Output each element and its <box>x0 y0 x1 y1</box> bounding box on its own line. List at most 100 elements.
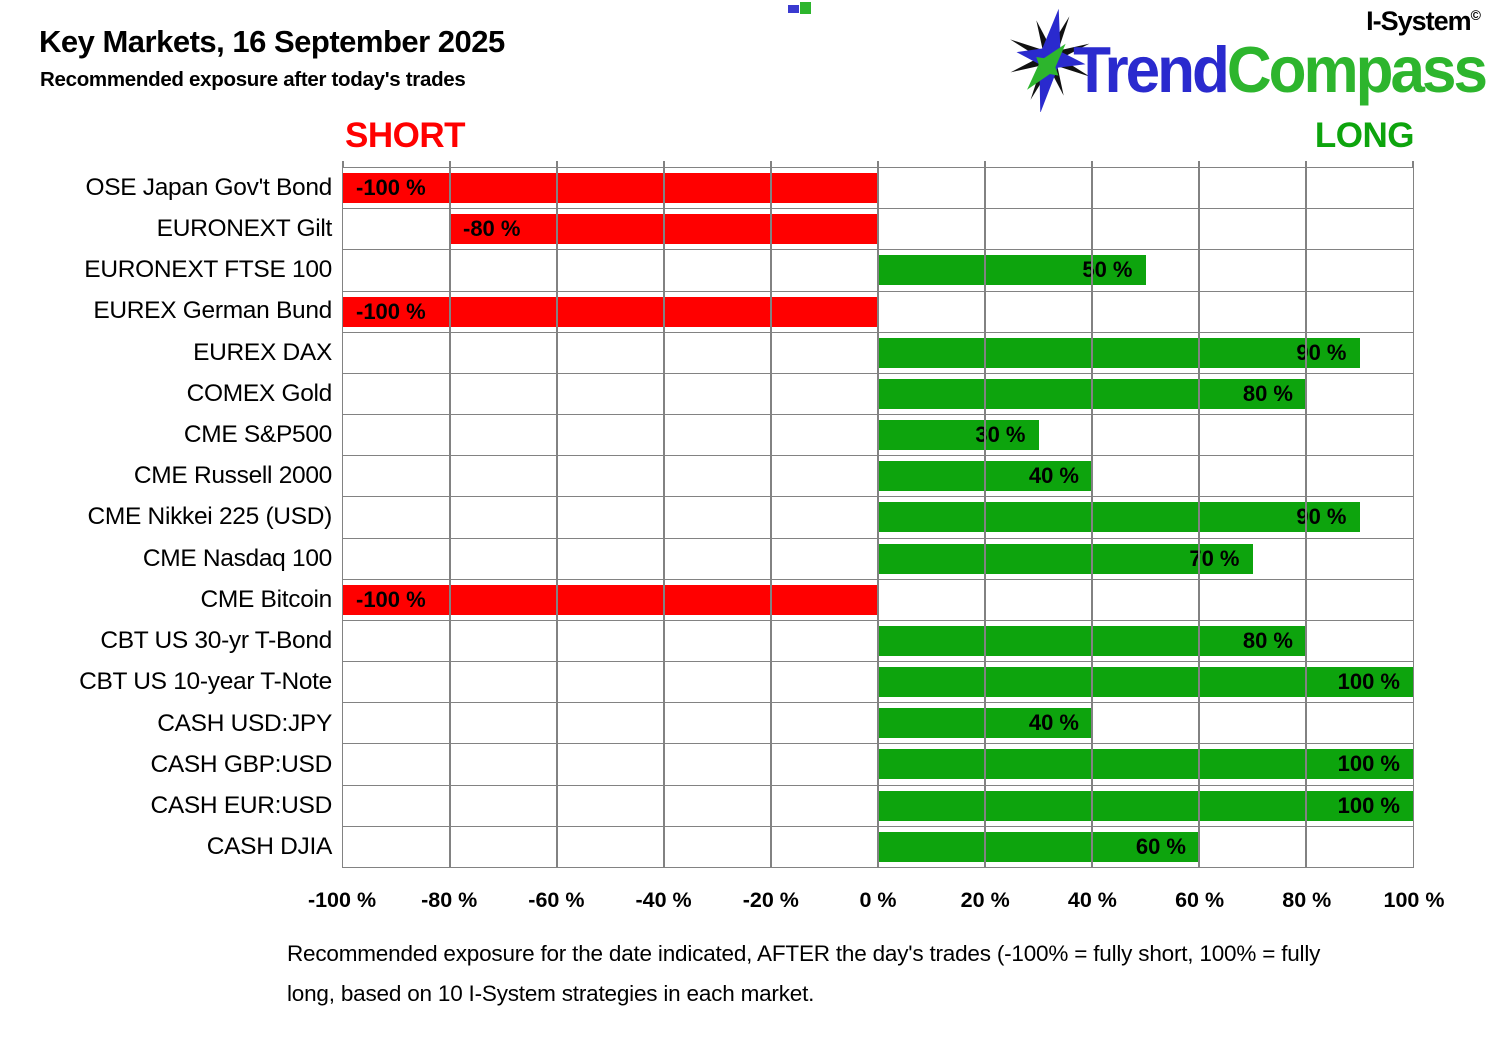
category-label: CME Nikkei 225 (USD) <box>87 503 333 531</box>
chart-row: -100 % <box>343 168 1413 210</box>
chart-row: 90 % <box>343 497 1413 539</box>
long-axis-caption: LONG <box>1314 116 1415 155</box>
tick-mark <box>556 161 558 168</box>
bar-value-label: 80 % <box>1242 627 1293 653</box>
x-axis-label: -80 % <box>421 888 478 912</box>
exposure-bar: -100 % <box>343 296 878 327</box>
x-axis-label: 60 % <box>1175 888 1225 912</box>
category-label: CME Russell 2000 <box>133 462 332 490</box>
exposure-bar: 100 % <box>878 790 1413 821</box>
category-label: EUREX DAX <box>193 338 332 366</box>
bar-value-label: 100 % <box>1337 669 1400 695</box>
exposure-bar: 30 % <box>878 420 1039 451</box>
bar-value-label: 100 % <box>1337 792 1400 818</box>
tick-mark <box>1305 161 1307 168</box>
x-axis-label: 80 % <box>1282 888 1332 912</box>
exposure-bar: 90 % <box>878 502 1360 533</box>
bar-value-label: 70 % <box>1189 545 1240 571</box>
tick-mark <box>877 161 879 168</box>
exposure-bar: 100 % <box>878 667 1413 698</box>
short-axis-caption: SHORT <box>345 116 466 155</box>
exposure-bar: 50 % <box>878 255 1146 286</box>
exposure-bar: -100 % <box>343 584 878 615</box>
category-label: CASH GBP:USD <box>150 750 332 778</box>
category-label: CASH USD:JPY <box>157 709 332 737</box>
chart-row: 30 % <box>343 415 1413 457</box>
x-axis-label: 0 % <box>859 888 897 912</box>
x-axis-label: -40 % <box>635 888 692 912</box>
starburst-spike <box>1027 60 1054 90</box>
trendcompass-logo: TrendCompass <box>1073 34 1488 108</box>
footer-line: Recommended exposure for the date indica… <box>287 941 1321 966</box>
bar-value-label: -100 % <box>356 298 426 324</box>
exposure-bar: -100 % <box>343 173 878 204</box>
category-label: CME S&P500 <box>183 421 332 449</box>
gridline <box>556 168 558 867</box>
x-axis-label: -60 % <box>528 888 585 912</box>
footer-note: Recommended exposure for the date indica… <box>287 934 1320 1014</box>
bar-value-label: -100 % <box>356 175 426 201</box>
bar-value-label: -100 % <box>356 586 426 612</box>
page-title: Key Markets, 16 September 2025 <box>39 24 505 59</box>
exposure-bar: 90 % <box>878 337 1360 368</box>
gridline <box>984 168 986 867</box>
bar-value-label: 80 % <box>1242 380 1293 406</box>
bar-value-label: 90 % <box>1296 339 1347 365</box>
exposure-bar: 70 % <box>878 543 1253 574</box>
category-label: EUREX German Bund <box>93 297 332 325</box>
x-axis-label: -100 % <box>307 888 377 912</box>
category-label: EURONEXT Gilt <box>156 214 333 242</box>
category-labels: OSE Japan Gov't Bond EURONEXT Gilt EURONEX… <box>0 167 332 868</box>
tick-mark <box>1091 161 1093 168</box>
category-label: OSE Japan Gov't Bond <box>85 173 332 201</box>
gridline <box>877 168 879 867</box>
tick-mark <box>342 161 344 168</box>
category-label: EURONEXT FTSE 100 <box>84 256 332 284</box>
gridline <box>1198 168 1200 867</box>
bar-value-label: 40 % <box>1028 710 1079 736</box>
mini-logo-blue <box>788 5 799 13</box>
category-label: CASH DJIA <box>206 833 333 861</box>
starburst-spike <box>1036 57 1053 73</box>
chart-row: 60 % <box>343 827 1413 867</box>
category-label: CBT US 10-year T-Note <box>79 668 332 696</box>
x-axis-label: 100 % <box>1383 888 1445 912</box>
tick-mark <box>663 161 665 168</box>
x-axis-label: 40 % <box>1067 888 1117 912</box>
mini-logo-green <box>800 2 811 14</box>
exposure-bar: 60 % <box>878 831 1199 862</box>
gridline <box>663 168 665 867</box>
tick-mark <box>984 161 986 168</box>
exposure-bar: 100 % <box>878 749 1413 780</box>
chart-row: 100 % <box>343 662 1413 704</box>
chart-row: -100 % <box>343 292 1413 333</box>
x-axis-label: -20 % <box>742 888 799 912</box>
page-subtitle: Recommended exposure after today's trade… <box>40 68 466 91</box>
mini-logo-mark <box>787 1 813 15</box>
bar-value-label: 60 % <box>1135 833 1186 859</box>
category-label: CBT US 30-yr T-Bond <box>100 627 332 655</box>
isystem-logo-text: I-System© <box>1366 6 1481 36</box>
starburst-spike <box>1039 8 1061 60</box>
x-axis-label: 20 % <box>960 888 1010 912</box>
logo-trend-text: Trend <box>1073 35 1230 107</box>
category-label: CME Bitcoin <box>200 585 333 613</box>
bar-value-label: 50 % <box>1082 257 1133 283</box>
category-label: CASH EUR:USD <box>150 792 332 820</box>
bar-value-label: 90 % <box>1296 504 1347 530</box>
footer-line: long, based on 10 I-System strategies in… <box>287 981 815 1006</box>
category-label: COMEX Gold <box>186 379 333 407</box>
gridline <box>449 168 451 867</box>
tick-mark <box>1412 161 1414 168</box>
plot-area: -100 % -80 % 50 % -100 % 90 % 80 % 30 % 40 % 90 … <box>342 161 1414 868</box>
gridline <box>1305 168 1307 867</box>
trendcompass-starburst-icon <box>1010 8 1090 112</box>
bar-value-label: 40 % <box>1028 463 1079 489</box>
gridline <box>1091 168 1093 867</box>
gridline <box>770 168 772 867</box>
category-label: CME Nasdaq 100 <box>142 544 332 572</box>
chart-row: 90 % <box>343 333 1413 374</box>
tick-mark <box>770 161 772 168</box>
bar-value-label: -80 % <box>463 216 521 242</box>
